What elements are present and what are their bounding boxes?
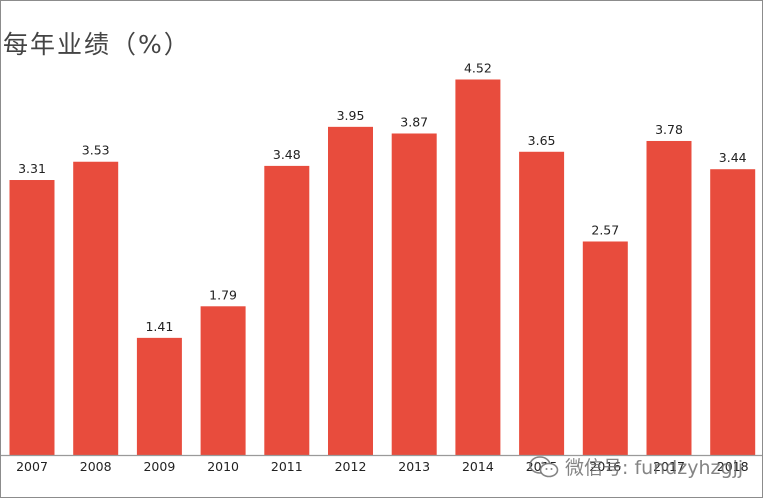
x-tick-label-2018: 2018 [717, 459, 749, 474]
value-label-2014: 4.52 [464, 60, 492, 75]
x-tick-label-2010: 2010 [207, 459, 239, 474]
bar-2016 [582, 241, 628, 455]
bar-2014 [455, 79, 501, 455]
x-tick-label-2008: 2008 [80, 459, 112, 474]
value-label-2007: 3.31 [18, 161, 46, 176]
bar-2013 [391, 133, 437, 455]
value-label-2016: 2.57 [591, 222, 619, 237]
x-tick-label-2016: 2016 [589, 459, 621, 474]
x-tick-label-2009: 2009 [143, 459, 175, 474]
bar-2017 [646, 140, 692, 455]
value-label-2018: 3.44 [719, 150, 747, 165]
x-tick-label-2011: 2011 [271, 459, 303, 474]
value-label-2012: 3.95 [337, 108, 365, 123]
value-label-2015: 3.65 [528, 133, 556, 148]
watermark: 微信号: fundzyhzgjj [529, 453, 743, 480]
bar-2015 [519, 151, 565, 455]
bar-2008 [73, 161, 119, 455]
value-label-2011: 3.48 [273, 147, 301, 162]
value-label-2009: 1.41 [145, 319, 173, 334]
x-tick-label-2012: 2012 [335, 459, 367, 474]
value-label-2017: 3.78 [655, 122, 683, 137]
bar-2009 [136, 337, 182, 455]
x-tick-label-2017: 2017 [653, 459, 685, 474]
bar-2012 [328, 126, 373, 455]
value-label-2010: 1.79 [209, 287, 237, 302]
chart-title: 每年业绩（%） [3, 30, 191, 59]
wechat-icon [529, 455, 559, 477]
bar-2010 [200, 306, 246, 455]
bar-2011 [264, 165, 310, 455]
x-tick-label-2013: 2013 [398, 459, 430, 474]
bar-2007 [9, 180, 55, 455]
value-label-2008: 3.53 [82, 143, 110, 158]
x-tick-label-2007: 2007 [16, 459, 48, 474]
bar-2018 [710, 169, 756, 455]
watermark-text: 微信号: fundzyhzgjj [565, 457, 744, 479]
x-tick-label-2014: 2014 [462, 459, 494, 474]
value-label-2013: 3.87 [400, 114, 428, 129]
